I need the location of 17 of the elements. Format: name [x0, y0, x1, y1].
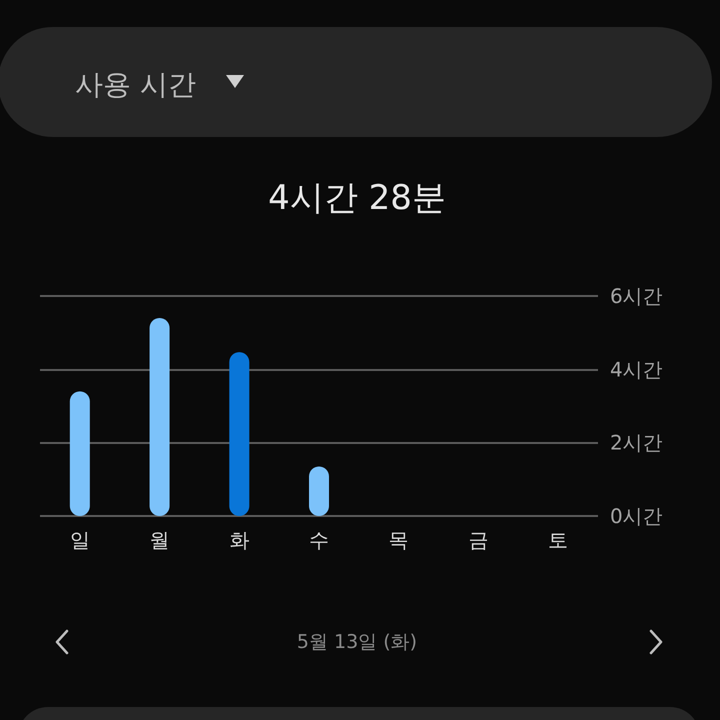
- bar: [150, 318, 170, 516]
- x-tick-label: 토: [548, 528, 568, 552]
- x-tick-label: 금: [468, 528, 488, 552]
- bar: [70, 391, 90, 516]
- chart-subtitle: 4시간 28분: [267, 178, 447, 218]
- x-tick-label: 수: [309, 528, 329, 552]
- y-tick-label: 2시간: [610, 430, 663, 455]
- x-tick-label: 화: [229, 528, 250, 552]
- chart-title: 사용 시간: [75, 68, 196, 102]
- y-tick-label: 0시간: [610, 504, 663, 528]
- y-tick-label: 6시간: [610, 284, 663, 308]
- bar: [229, 352, 250, 516]
- text: 5월 13일 (화): [296, 630, 418, 654]
- x-tick-label: 목: [388, 528, 409, 552]
- x-tick-label: 월: [150, 528, 170, 552]
- y-tick-label: 4시간: [610, 357, 663, 382]
- x-tick-label: 일: [70, 528, 90, 552]
